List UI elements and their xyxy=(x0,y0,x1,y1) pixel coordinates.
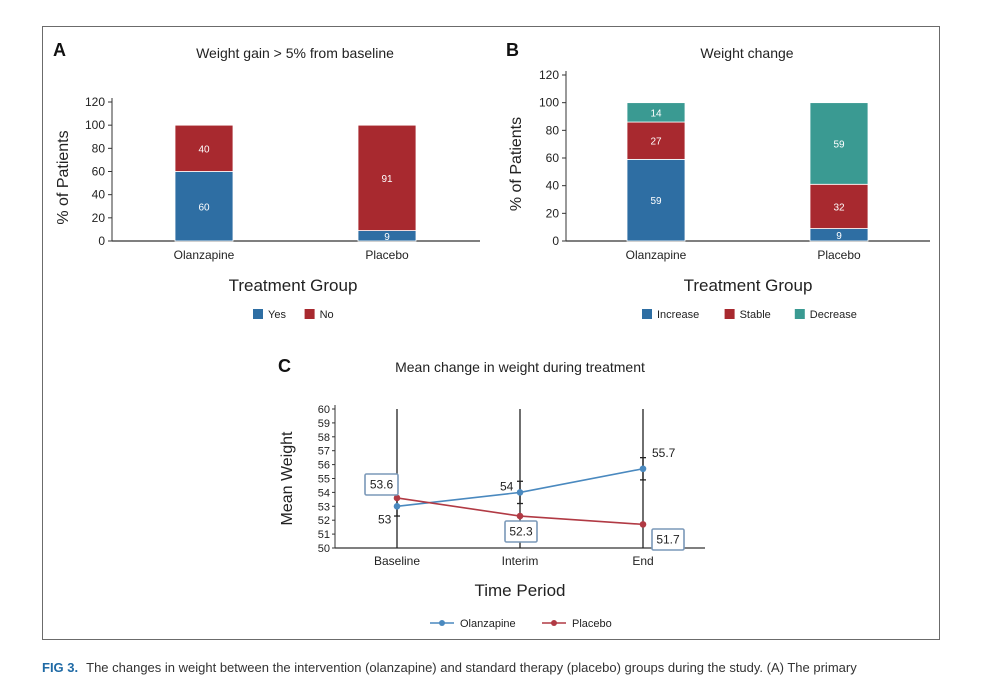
legend-swatch xyxy=(304,309,315,319)
data-label: 52.3 xyxy=(509,525,533,539)
bar-segment xyxy=(174,124,234,172)
x-axis-label: Treatment Group xyxy=(684,276,813,295)
legend-label: No xyxy=(320,309,334,321)
legend-swatch xyxy=(253,309,263,319)
data-point xyxy=(393,494,401,502)
y-tick-label: 58 xyxy=(318,432,330,444)
legend-label: Placebo xyxy=(572,618,612,630)
panel-a: A Weight gain > 5% from baseline 0 20 40 60 80… xyxy=(53,40,480,321)
y-tick-label: 50 xyxy=(318,543,330,555)
y-tick-label: 100 xyxy=(85,118,105,132)
data-label: 53.6 xyxy=(370,478,394,492)
panel-c: C Mean change in weight during treatment 5… xyxy=(278,356,705,630)
y-axis-label: % of Patients xyxy=(508,117,525,211)
y-tick-label: 60 xyxy=(92,165,106,179)
x-axis-label: Treatment Group xyxy=(229,276,358,295)
chart-title: Mean change in weight during treatment xyxy=(395,359,645,375)
y-tick-label: 120 xyxy=(85,95,105,109)
y-tick-label: 80 xyxy=(546,123,560,137)
y-tick-label: 20 xyxy=(92,211,106,225)
data-label: 54 xyxy=(500,479,514,493)
data-point xyxy=(516,489,524,496)
panel-letter: B xyxy=(506,40,519,60)
y-tick-label: 57 xyxy=(318,446,330,458)
x-tick-label: Placebo xyxy=(817,248,861,262)
x-tick-label: Baseline xyxy=(374,554,420,568)
data-label: 9 xyxy=(384,232,390,243)
y-tick-label: 60 xyxy=(546,151,560,165)
legend-swatch xyxy=(642,309,652,319)
panel-letter: A xyxy=(53,40,66,60)
bar-segment xyxy=(626,102,686,123)
data-label: 53 xyxy=(378,512,392,526)
panel-b: B Weight change 0 20 40 60 80 100 120 % of Patien… xyxy=(506,40,930,321)
x-tick-label: Interim xyxy=(502,554,539,568)
legend-label: Decrease xyxy=(810,309,857,321)
data-point xyxy=(516,512,524,520)
y-axis-label: % of Patients xyxy=(55,130,72,224)
y-tick-label: 51 xyxy=(318,529,330,541)
panel-letter: C xyxy=(278,356,291,376)
data-label: 32 xyxy=(833,202,845,213)
bar-segment xyxy=(174,171,234,242)
data-label: 59 xyxy=(650,196,662,207)
data-point xyxy=(639,521,647,528)
y-tick-label: 40 xyxy=(92,188,106,202)
legend-swatch xyxy=(724,309,735,319)
chart-title: Weight gain > 5% from baseline xyxy=(196,45,394,61)
data-label: 40 xyxy=(198,144,210,155)
data-label: 59 xyxy=(833,139,845,150)
bar-segment xyxy=(357,124,417,231)
x-tick-label: Olanzapine xyxy=(174,248,235,262)
legend-swatch xyxy=(794,309,805,319)
data-label-box xyxy=(364,473,399,496)
data-label: 9 xyxy=(836,231,842,242)
y-tick-label: 40 xyxy=(546,179,560,193)
data-label-box xyxy=(651,528,685,551)
x-tick-label: End xyxy=(632,554,653,568)
legend-marker xyxy=(439,620,445,626)
y-tick-label: 53 xyxy=(318,501,330,513)
y-tick-label: 120 xyxy=(539,68,559,82)
y-tick-label: 0 xyxy=(552,234,559,248)
bar-segment xyxy=(626,121,686,160)
y-tick-label: 60 xyxy=(318,404,330,416)
data-label-box xyxy=(504,520,538,543)
legend-label: Yes xyxy=(268,309,286,321)
y-tick-label: 56 xyxy=(318,460,330,472)
y-tick-label: 54 xyxy=(318,487,330,499)
y-tick-label: 59 xyxy=(318,418,330,430)
x-axis-label: Time Period xyxy=(474,581,565,600)
legend-label: Stable xyxy=(740,309,771,321)
y-tick-label: 20 xyxy=(546,206,560,220)
data-label: 51.7 xyxy=(656,533,680,547)
x-tick-label: Placebo xyxy=(365,248,409,262)
data-label: 27 xyxy=(650,137,662,148)
bar-segment xyxy=(809,183,869,229)
legend-label: Increase xyxy=(657,309,699,321)
figure-frame xyxy=(42,26,940,640)
data-label: 14 xyxy=(650,108,662,119)
data-label: 55.7 xyxy=(652,446,676,460)
data-label: 60 xyxy=(198,202,210,213)
legend-marker xyxy=(551,620,557,626)
y-tick-label: 55 xyxy=(318,474,330,486)
data-label: 91 xyxy=(381,174,393,185)
data-point xyxy=(639,465,647,473)
y-tick-label: 0 xyxy=(98,234,105,248)
bar-segment xyxy=(809,102,869,185)
y-tick-label: 100 xyxy=(539,96,559,110)
x-tick-label: Olanzapine xyxy=(626,248,687,262)
legend-label: Olanzapine xyxy=(460,618,516,630)
data-point xyxy=(393,503,401,510)
y-axis-label: Mean Weight xyxy=(279,431,296,526)
y-tick-label: 52 xyxy=(318,515,330,527)
y-tick-label: 80 xyxy=(92,141,106,155)
chart-title: Weight change xyxy=(700,45,793,61)
